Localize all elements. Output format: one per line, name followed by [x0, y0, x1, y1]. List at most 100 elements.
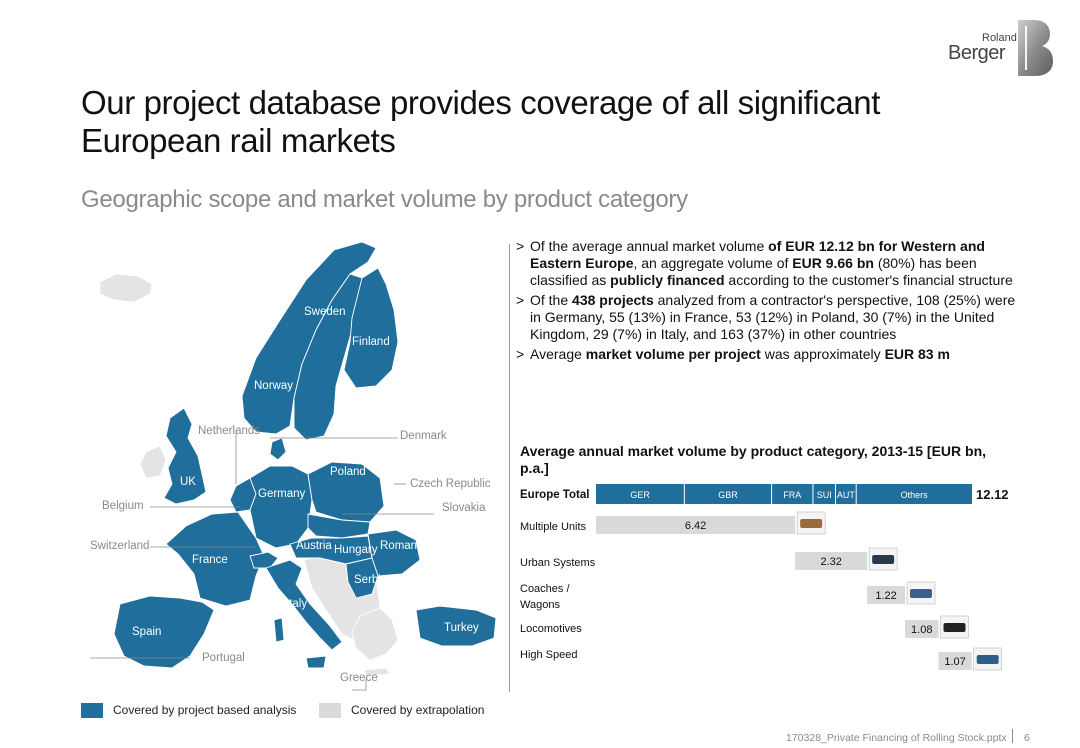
page-title: Our project database provides coverage o…	[81, 84, 880, 159]
bullet-text: was approximately	[760, 346, 885, 362]
label-czech-republic: Czech Republic	[410, 478, 491, 490]
category-label: Coaches /	[520, 583, 570, 595]
bullet-emphasis: EUR 83 m	[884, 346, 950, 362]
footer-separator	[1012, 729, 1013, 743]
total-row-label: Europe Total	[520, 489, 589, 501]
logo-roland-text: Roland	[982, 32, 1017, 44]
germany-shape	[249, 465, 313, 549]
label-portugal: Portugal	[202, 652, 245, 664]
bar-urban-systems	[795, 552, 868, 570]
czech-slovakia-shape	[307, 513, 371, 539]
roland-berger-logo: Roland Berger	[944, 20, 1056, 76]
bullet-text: Of the	[530, 292, 573, 308]
turkey-shape	[415, 605, 497, 647]
label-slovakia: Slovakia	[442, 502, 486, 514]
label-spain: Spain	[132, 626, 162, 638]
label-austria: Austria	[296, 540, 332, 552]
market-volume-chart: Europe Total GER GBR FRA SUI AUT Others 12.12 Mu…	[520, 484, 1009, 671]
bar-value-label: 1.07	[944, 656, 965, 668]
bar-value-label: 6.42	[685, 520, 706, 532]
bullet-emphasis: of EUR 12.12 bn for Western and Eastern …	[530, 238, 985, 271]
bullet-text: according to the customer's financial st…	[724, 272, 1013, 288]
locomotive-icon-body	[943, 623, 966, 632]
label-norway: Norway	[254, 380, 293, 392]
uk-shape	[163, 407, 207, 505]
category-label: Urban Systems	[520, 557, 596, 569]
category-label: Multiple Units	[520, 521, 587, 533]
footer-filename: 170328_Private Financing of Rolling Stoc…	[786, 732, 1007, 744]
label-netherlands: Netherlands	[198, 425, 261, 437]
high-speed-train-icon-body	[976, 655, 999, 664]
switzerland-shape	[249, 551, 279, 569]
page-number: 6	[1024, 732, 1030, 744]
bullet-text: (80%) has been classified as	[530, 255, 977, 288]
denmark-shape	[269, 437, 287, 461]
wagon-icon-body	[909, 589, 932, 598]
bullet-emphasis: 438 projects	[572, 292, 654, 308]
bullet-emphasis: publicly financed	[610, 272, 725, 288]
europe-map: Sweden Finland Norway Netherlands Denmar…	[80, 238, 500, 700]
tram-icon-body	[872, 555, 895, 564]
total-segment-label-sui: SUI	[817, 490, 832, 500]
bar-high-speed	[938, 652, 972, 670]
label-uk: UK	[180, 476, 196, 488]
legend-covered-label: Covered by project based analysis	[113, 703, 297, 717]
serbia-shape	[345, 557, 379, 599]
bullet-emphasis: market volume per project	[585, 346, 761, 362]
total-segment-label-others: Others	[901, 490, 929, 500]
total-segment-label-fra: FRA	[783, 490, 801, 500]
label-france: France	[192, 554, 228, 566]
bar-value-label: 1.08	[911, 624, 932, 636]
key-findings: > Of the average annual market volume of…	[516, 238, 1016, 366]
sardinia-shape	[273, 617, 285, 643]
logo-berger-text: Berger	[948, 42, 1006, 64]
label-italy: Italy	[286, 598, 308, 610]
bullet-marker: >	[516, 238, 525, 254]
label-switzerland: Switzerland	[90, 540, 150, 552]
bullet-marker: >	[516, 292, 525, 308]
category-label: Wagons	[520, 599, 560, 611]
bar-coaches-wagons	[867, 586, 905, 604]
label-sweden: Sweden	[304, 306, 346, 318]
bar-multiple-units	[596, 516, 796, 534]
multiple-unit-train-icon-body	[800, 519, 823, 528]
total-segment-label-ger: GER	[630, 490, 650, 500]
legend-covered-swatch	[81, 703, 103, 718]
europe-map-graphic	[90, 241, 497, 691]
label-poland: Poland	[330, 466, 366, 478]
label-germany: Germany	[258, 488, 306, 500]
label-serbia: Serbia	[354, 574, 388, 586]
bullet-emphasis: EUR 9.66 bn	[792, 255, 874, 271]
label-finland: Finland	[352, 336, 390, 348]
bullet-text: Average	[530, 346, 586, 362]
total-segment-label-aut: AUT	[837, 490, 856, 500]
bullet-market-volume: > Of the average annual market volume of…	[516, 238, 1016, 289]
finland-shape	[343, 267, 399, 389]
legend-extrapolated-swatch	[319, 703, 341, 718]
bar-locomotives	[904, 620, 939, 638]
roland-berger-b-mark-icon	[1018, 20, 1053, 76]
label-denmark: Denmark	[400, 430, 447, 442]
bullet-marker: >	[516, 346, 525, 362]
total-value-label: 12.12	[976, 487, 1009, 502]
divider-line	[509, 244, 510, 692]
total-segment-label-gbr: GBR	[718, 490, 738, 500]
ireland-shape	[139, 445, 167, 479]
sicily-shape	[305, 655, 327, 669]
category-label: Locomotives	[520, 623, 582, 635]
italy-shape	[265, 559, 343, 651]
label-belgium: Belgium	[102, 500, 144, 512]
label-turkey: Turkey	[444, 622, 479, 634]
label-greece: Greece	[340, 672, 378, 684]
bullet-volume-per-project: > Average market volume per project was …	[516, 346, 1016, 363]
iberia-shape	[113, 595, 215, 669]
crete-shape	[363, 667, 391, 677]
category-label: High Speed	[520, 649, 578, 661]
legend-extrapolated-label: Covered by extrapolation	[351, 703, 485, 717]
greece-shape	[351, 607, 399, 661]
france-shape	[165, 511, 265, 607]
iceland-shape	[99, 273, 153, 303]
page-subtitle: Geographic scope and market volume by pr…	[81, 186, 688, 213]
bullet-projects: > Of the 438 projects analyzed from a co…	[516, 292, 1016, 343]
bullet-text: , an aggregate volume of	[633, 255, 793, 271]
